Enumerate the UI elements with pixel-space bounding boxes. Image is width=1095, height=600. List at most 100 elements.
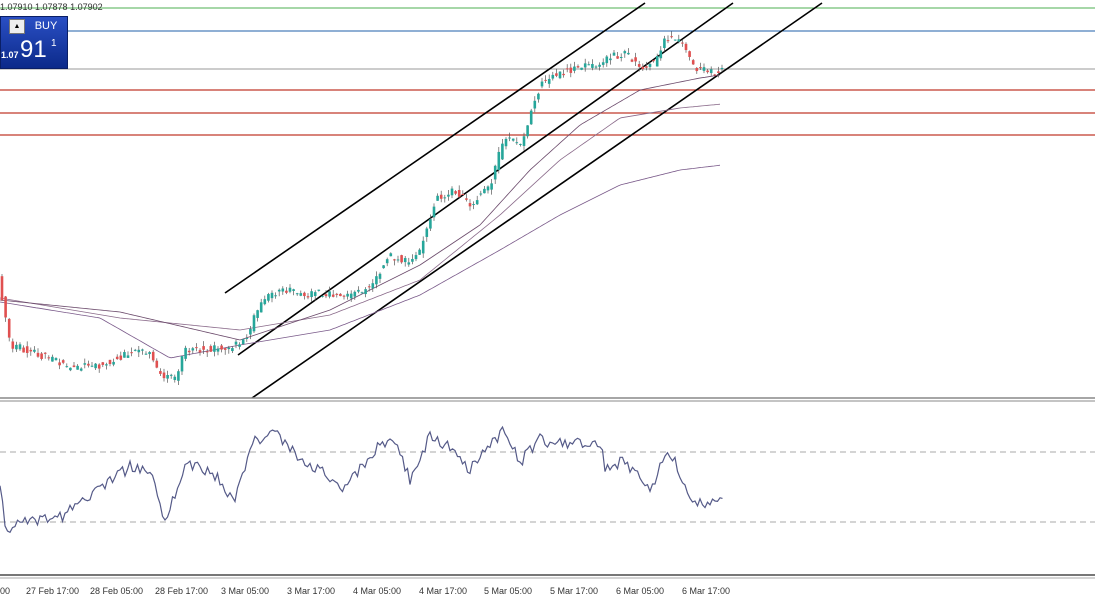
candle-body [591,64,594,68]
candle-body [425,228,429,237]
candle-body [51,356,54,362]
candle-body [324,294,328,297]
candle-body [306,296,310,298]
candle-body [540,81,544,87]
candle-body [223,348,227,350]
candle-body [4,296,7,318]
channel-line [237,2,734,356]
candle-body [65,366,69,368]
candle-body [54,358,58,361]
candle-body [526,125,529,137]
candle-body [655,56,659,67]
candle-body [587,64,591,66]
candle-body [238,344,241,347]
candle-body [69,367,72,371]
candle-body [447,194,450,197]
candle-body [472,204,475,206]
candle-body [357,289,360,292]
candle-body [112,361,115,365]
candle-body [303,292,306,297]
candle-body [637,64,641,67]
candle-body [202,346,205,350]
candle-body [263,299,267,305]
candle-body [256,310,259,318]
candle-body [148,352,151,355]
candle-body [180,356,184,372]
candle-body [403,258,407,263]
candle-body [612,52,616,56]
candle-body [378,273,382,279]
candle-body [389,253,393,257]
candle-body [47,357,51,359]
candle-body [209,346,213,352]
candle-body [342,295,346,297]
candle-body [310,291,313,298]
candle-body [231,348,234,352]
candle-body [670,36,673,38]
candle-body [623,51,627,54]
candle-body [213,345,216,352]
candle-body [105,364,108,366]
candle-body [681,42,684,44]
candle-body [220,345,223,350]
candle-body [292,289,295,291]
candle-body [641,66,645,70]
candle-body [234,341,238,345]
buy-button[interactable]: BUY [34,20,58,32]
candle-body [115,356,119,360]
candle-body [198,350,202,353]
candle-body [360,292,364,294]
candle-body [706,70,709,73]
candle-body [713,74,717,76]
candle-body [720,67,724,70]
candle-body [396,259,400,261]
candle-body [371,283,375,289]
candle-body [346,293,349,297]
candle-body [630,59,634,62]
candle-body [29,349,33,352]
candle-body [436,195,439,201]
candle-body [627,52,630,55]
candle-body [72,365,76,368]
candle-body [702,67,706,71]
x-tick-label: 00 [0,586,10,596]
candle-body [457,190,461,197]
candle-body [616,56,619,59]
candle-body [241,339,245,345]
candle-body [421,240,425,254]
candle-body [418,249,421,255]
candle-body [439,194,443,199]
price-super: 1 [51,38,57,49]
candle-body [601,62,605,65]
candle-body [267,294,270,301]
candle-body [414,255,418,260]
candle-body [709,69,713,74]
candle-body [562,73,565,76]
channel-line [251,2,823,399]
candle-body [90,365,94,367]
candle-body [162,372,166,379]
volume-spinner[interactable]: ▲ [9,19,25,34]
candle-body [450,188,454,196]
candle-body [191,348,195,351]
candle-body [349,293,353,299]
candle-body [159,371,162,374]
candle-body [22,347,25,353]
candle-body [695,67,699,72]
candle-body [594,66,598,68]
candle-body [393,259,396,261]
price-prefix: 1.07 [1,50,19,60]
candle-body [508,137,511,139]
candle-body [465,198,468,200]
candle-body [364,289,367,295]
candle-body [285,290,288,293]
candle-body [151,351,155,361]
candle-body [558,71,562,79]
candle-body [411,258,414,262]
candle-body [58,362,61,366]
x-tick-label: 3 Mar 17:00 [287,586,335,596]
channel-line [224,2,646,294]
x-tick-label: 28 Feb 05:00 [90,586,143,596]
